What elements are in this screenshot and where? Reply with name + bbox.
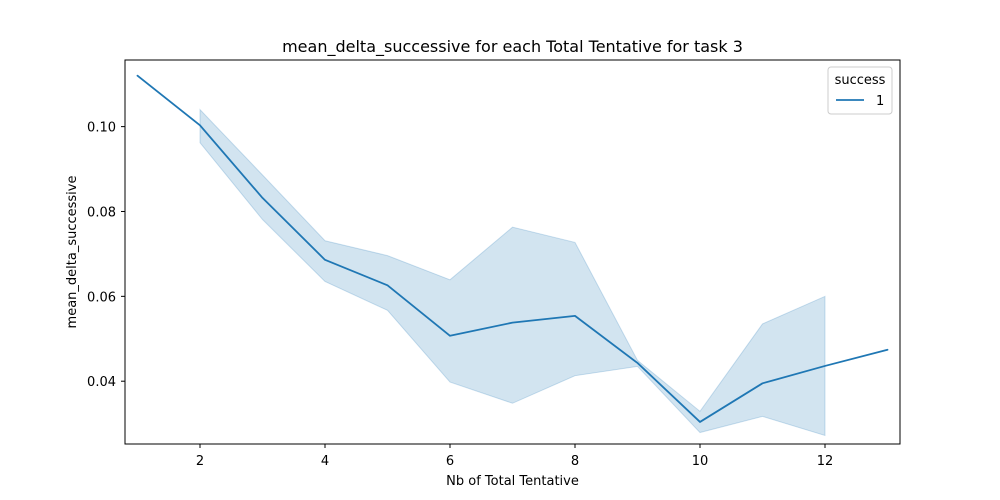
y-tick-label: 0.06 [87,290,116,305]
y-axis-label: mean_delta_successive [65,176,80,329]
series-line-layer [136,74,889,423]
x-tick-label: 12 [817,454,834,469]
legend-box [827,66,893,115]
x-tick-label: 8 [571,454,579,469]
x-tick-label: 10 [692,454,709,469]
legend-title: success [835,73,886,88]
chart-title: mean_delta_successive for each Total Ten… [282,37,743,57]
x-tick-label: 4 [321,454,329,469]
y-tick-label: 0.10 [87,121,116,136]
plot-area-frame [124,59,901,445]
x-axis-label: Nb of Total Tentative [446,474,579,489]
legend-entry-label: 1 [876,94,884,109]
x-tick-label: 2 [196,454,204,469]
x-axis: 2 4 6 8 10 12 [196,444,833,469]
confidence-band [199,108,826,437]
y-axis: 0.04 0.06 0.08 0.10 [87,121,125,390]
y-tick-label: 0.04 [87,375,116,390]
y-tick-label: 0.08 [87,205,116,220]
confidence-band-layer [199,108,826,437]
legend: success 1 [827,66,893,115]
x-tick-label: 6 [446,454,454,469]
